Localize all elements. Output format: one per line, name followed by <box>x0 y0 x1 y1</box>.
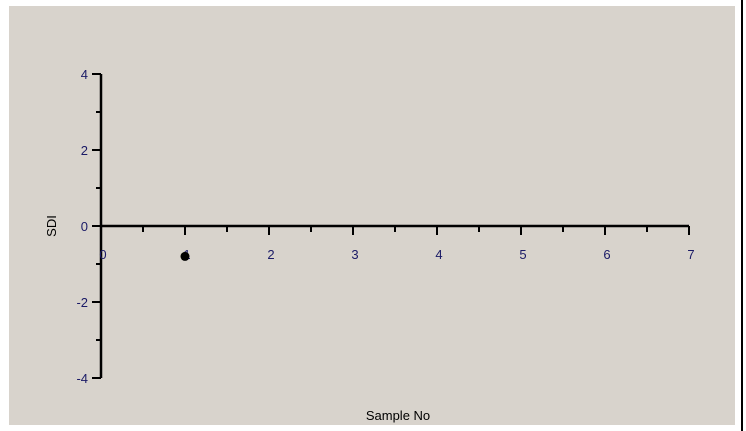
x-tick-label: 6 <box>603 247 610 262</box>
x-tick-label: 3 <box>351 247 358 262</box>
y-tick-label: -4 <box>76 371 88 386</box>
y-tick-label: 0 <box>81 219 88 234</box>
chart-panel <box>8 5 736 426</box>
x-tick-label: 4 <box>435 247 442 262</box>
x-axis-title: Sample No <box>366 408 430 423</box>
x-tick-group: 01234567 <box>99 226 695 262</box>
x-tick-label: 2 <box>267 247 274 262</box>
y-axis-title: SDI <box>44 215 59 237</box>
y-tick-label: -2 <box>76 295 88 310</box>
data-point <box>180 251 190 261</box>
y-tick-label: 4 <box>81 67 88 82</box>
x-tick-label: 5 <box>519 247 526 262</box>
y-tick-group: 4 2 0 -2 -4 <box>76 67 101 386</box>
x-tick-label: 0 <box>99 247 106 262</box>
data-points <box>180 251 190 261</box>
scrollbar-edge <box>741 0 743 431</box>
x-tick-label: 7 <box>687 247 694 262</box>
y-tick-label: 2 <box>81 143 88 158</box>
